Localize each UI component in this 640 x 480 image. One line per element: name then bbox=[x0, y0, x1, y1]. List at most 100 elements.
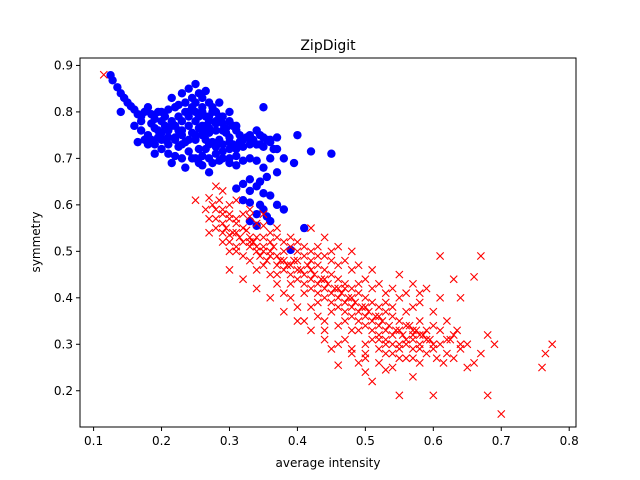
data-point-cross bbox=[354, 358, 363, 367]
data-point-cross bbox=[361, 368, 370, 377]
data-point-cross bbox=[286, 233, 295, 242]
data-point-cross bbox=[412, 326, 421, 335]
data-point-circle bbox=[272, 133, 282, 142]
data-point-cross bbox=[273, 261, 282, 270]
data-point-cross bbox=[313, 261, 322, 270]
data-point-cross bbox=[340, 256, 349, 265]
data-point-cross bbox=[307, 284, 316, 293]
data-point-cross bbox=[398, 330, 407, 339]
data-point-circle bbox=[143, 140, 153, 149]
data-point-cross bbox=[449, 275, 458, 284]
data-point-cross bbox=[320, 265, 329, 274]
data-point-cross bbox=[273, 270, 282, 279]
data-point-circle bbox=[306, 147, 316, 156]
data-point-cross bbox=[330, 284, 339, 293]
data-point-cross bbox=[368, 377, 377, 386]
x-tick-label: 0.4 bbox=[288, 434, 307, 448]
data-point-cross bbox=[320, 293, 329, 302]
data-point-cross bbox=[320, 251, 329, 260]
data-point-cross bbox=[283, 261, 292, 270]
data-point-cross bbox=[476, 349, 485, 358]
data-point-cross bbox=[368, 335, 377, 344]
data-point-cross bbox=[361, 354, 370, 363]
data-point-circle bbox=[177, 126, 187, 135]
data-point-circle bbox=[232, 144, 241, 154]
data-point-cross bbox=[286, 270, 295, 279]
data-point-cross bbox=[222, 224, 231, 233]
data-point-cross bbox=[361, 340, 370, 349]
data-point-circle bbox=[191, 79, 200, 89]
data-point-cross bbox=[541, 349, 550, 358]
data-point-cross bbox=[439, 358, 448, 367]
data-point-cross bbox=[232, 196, 241, 205]
data-point-cross bbox=[300, 289, 309, 298]
data-point-circle bbox=[259, 103, 268, 112]
data-point-circle bbox=[198, 161, 207, 170]
data-point-cross bbox=[354, 317, 363, 326]
data-point-cross bbox=[334, 361, 343, 370]
data-point-cross bbox=[361, 303, 370, 312]
data-point-circle bbox=[225, 137, 234, 147]
data-point-circle bbox=[272, 168, 282, 177]
data-point-cross bbox=[402, 289, 411, 298]
data-point-cross bbox=[279, 307, 288, 316]
data-point-circle bbox=[160, 121, 170, 131]
y-tick-label: 0.9 bbox=[54, 58, 73, 72]
data-point-circle bbox=[215, 98, 224, 107]
data-point-circle bbox=[245, 175, 255, 184]
chart-title: ZipDigit bbox=[300, 38, 356, 54]
data-point-circle bbox=[208, 107, 217, 117]
data-point-cross bbox=[340, 284, 349, 293]
data-point-cross bbox=[307, 247, 316, 256]
data-point-circle bbox=[259, 163, 268, 172]
data-point-circle bbox=[191, 130, 200, 140]
data-point-cross bbox=[408, 330, 417, 339]
data-point-cross bbox=[436, 251, 445, 260]
data-point-cross bbox=[449, 354, 458, 363]
data-point-circle bbox=[174, 100, 183, 110]
data-point-circle bbox=[218, 147, 227, 156]
data-point-cross bbox=[354, 326, 363, 335]
data-point-cross bbox=[266, 238, 275, 247]
data-point-circle bbox=[153, 126, 163, 135]
data-point-cross bbox=[334, 321, 343, 330]
data-point-cross bbox=[388, 284, 397, 293]
data-point-cross bbox=[429, 321, 438, 330]
data-point-circle bbox=[204, 140, 214, 149]
data-point-circle bbox=[262, 212, 272, 221]
data-point-cross bbox=[402, 321, 411, 330]
data-point-circle bbox=[201, 86, 210, 96]
data-point-circle bbox=[108, 76, 117, 85]
data-point-cross bbox=[497, 409, 506, 418]
data-point-cross bbox=[388, 330, 397, 339]
data-point-circle bbox=[181, 98, 190, 107]
data-point-cross bbox=[232, 242, 241, 251]
data-point-circle bbox=[245, 186, 255, 196]
data-point-cross bbox=[340, 317, 349, 326]
data-point-circle bbox=[198, 93, 207, 103]
data-point-cross bbox=[300, 279, 309, 288]
data-point-circle bbox=[259, 189, 268, 198]
data-point-cross bbox=[218, 186, 227, 195]
data-point-cross bbox=[449, 330, 458, 339]
data-point-cross bbox=[361, 293, 370, 302]
data-point-cross bbox=[245, 212, 254, 221]
data-point-cross bbox=[252, 233, 261, 242]
data-point-cross bbox=[293, 275, 302, 284]
data-point-cross bbox=[374, 279, 383, 288]
data-point-cross bbox=[381, 340, 390, 349]
data-point-cross bbox=[245, 233, 254, 242]
data-point-circle bbox=[184, 121, 193, 131]
data-point-circle bbox=[225, 158, 234, 168]
data-point-cross bbox=[381, 349, 390, 358]
data-point-cross bbox=[334, 340, 343, 349]
data-point-circle bbox=[245, 198, 255, 207]
data-point-cross bbox=[235, 233, 244, 242]
data-point-cross bbox=[395, 293, 404, 302]
data-point-cross bbox=[286, 261, 295, 270]
data-point-circle bbox=[208, 158, 217, 168]
data-point-cross bbox=[327, 247, 336, 256]
data-point-cross bbox=[327, 307, 336, 316]
data-point-cross bbox=[239, 224, 248, 233]
data-point-cross bbox=[347, 293, 356, 302]
